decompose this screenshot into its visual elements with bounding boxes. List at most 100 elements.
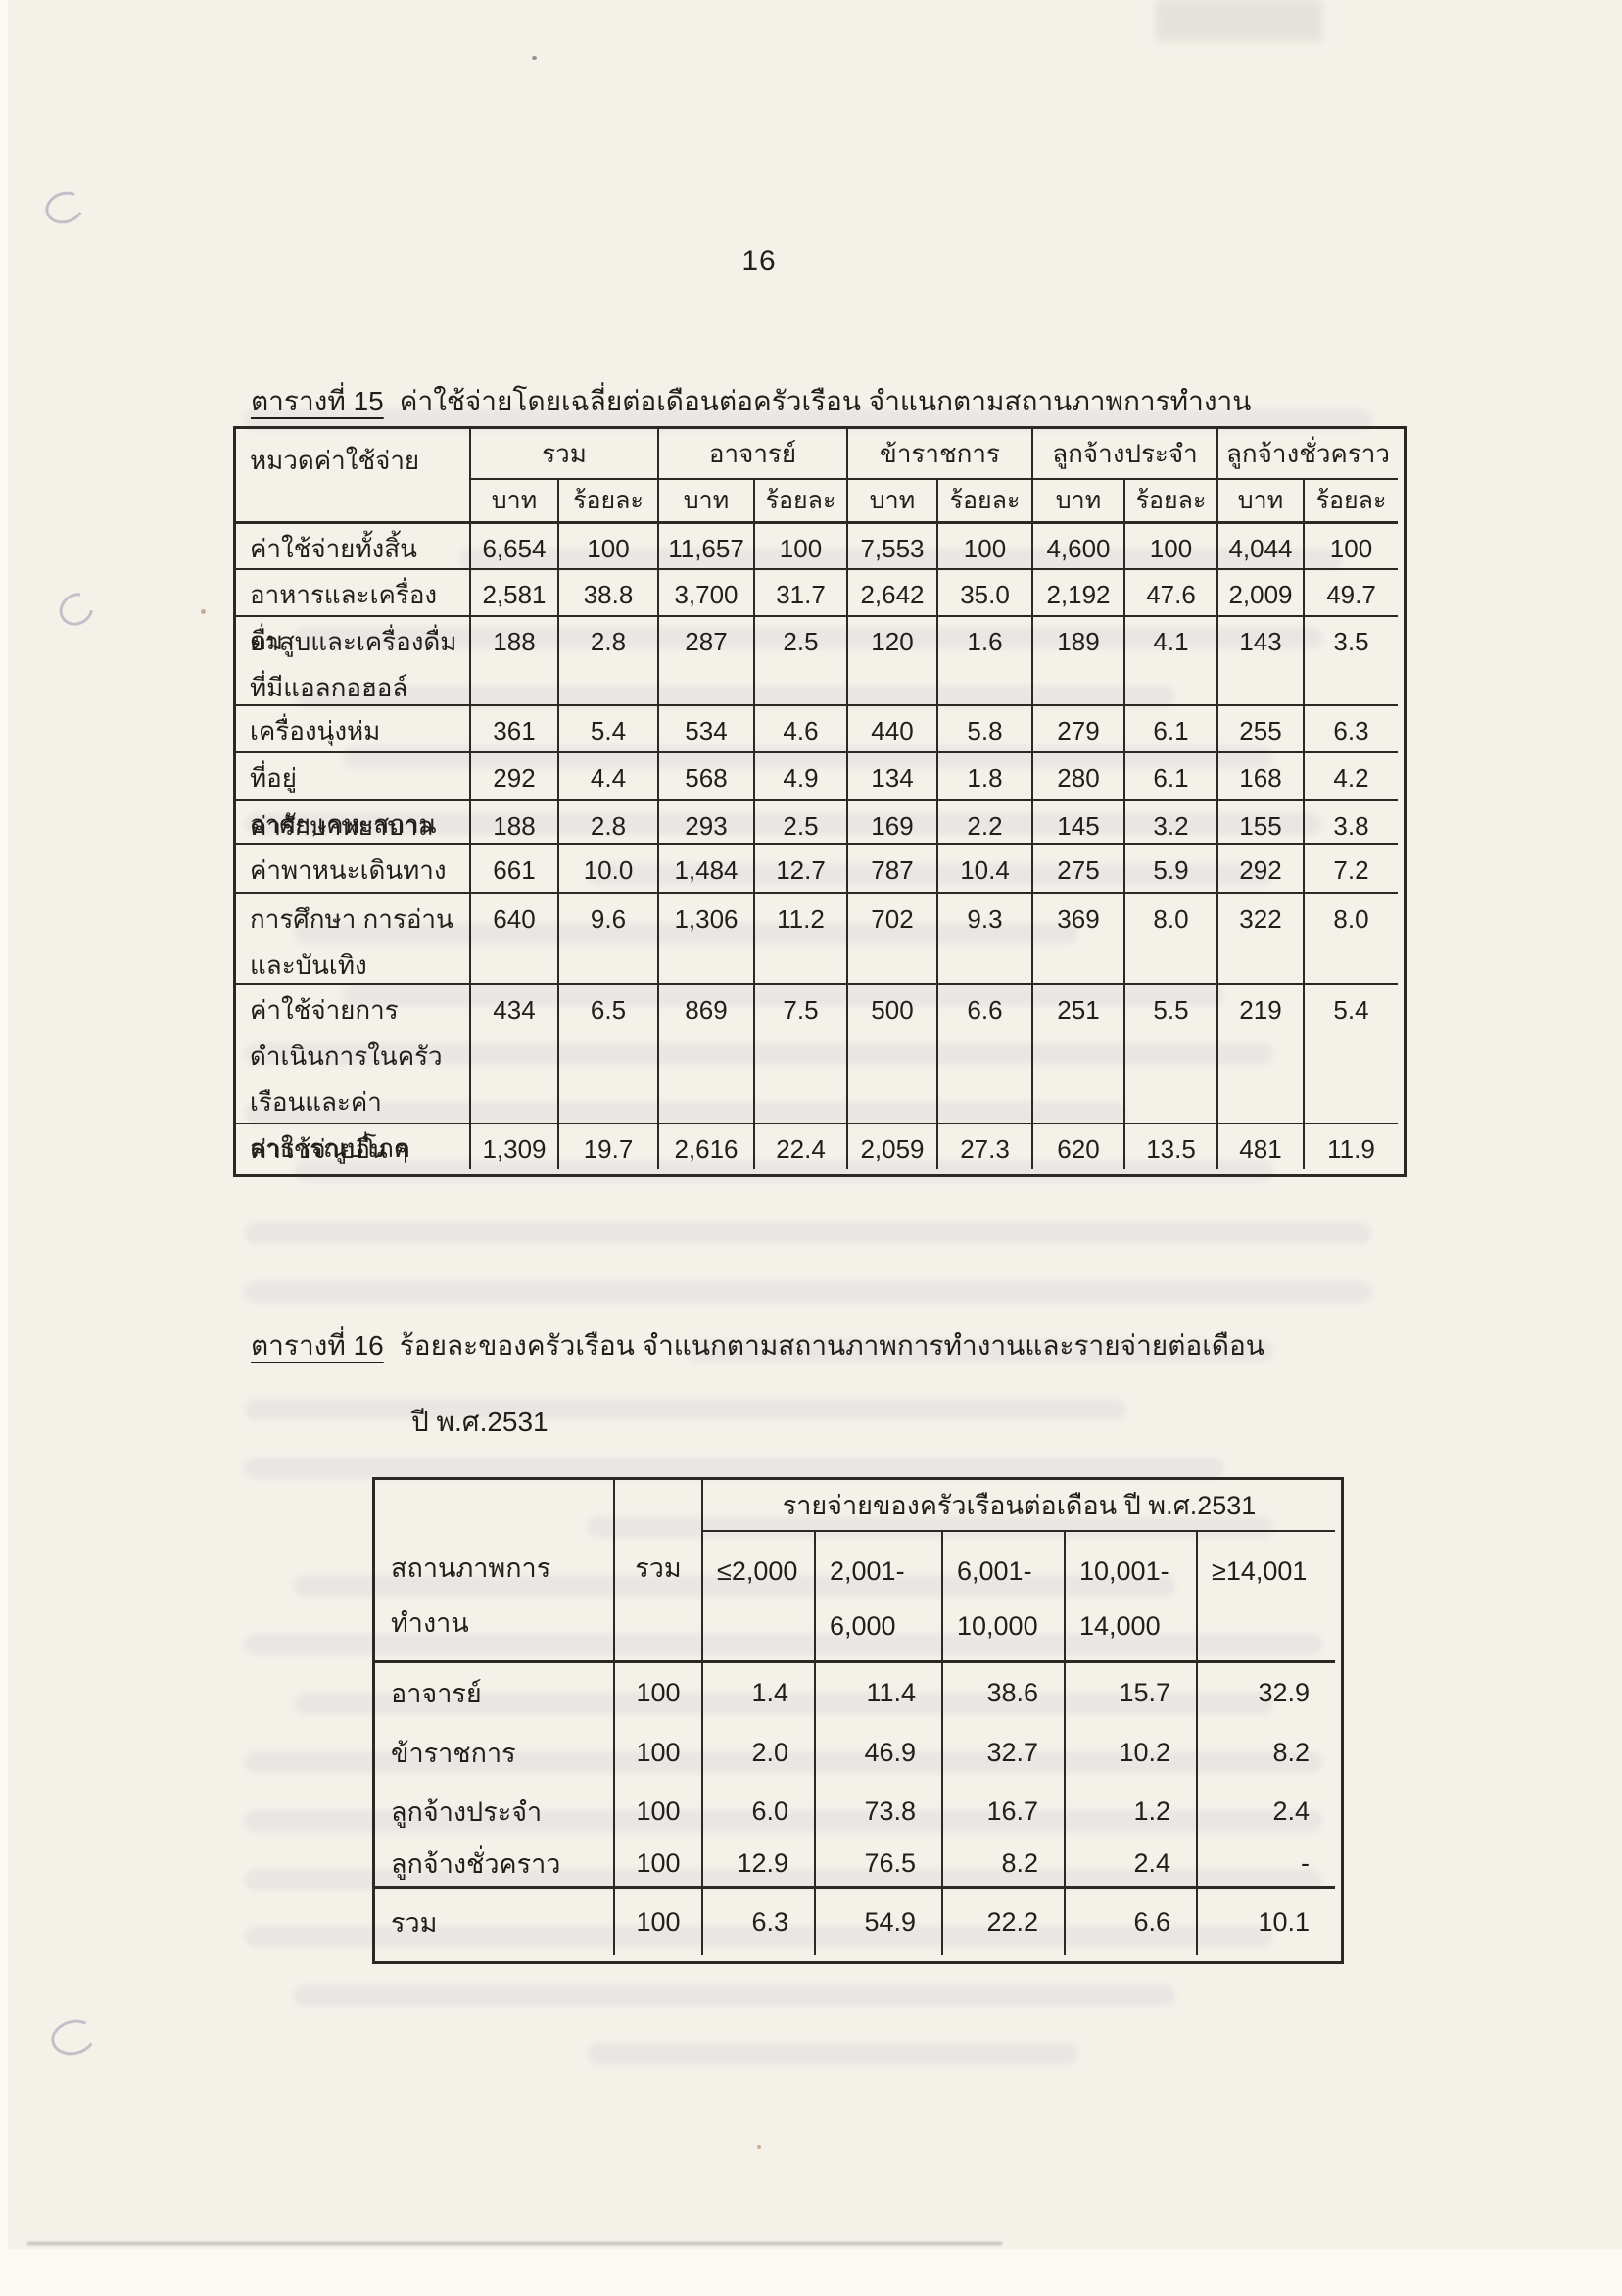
bleedthrough-smudge <box>294 686 1175 707</box>
table16-title-text: ร้อยละของครัวเรือน จำแนกตามสถานภาพการทำง… <box>399 1330 1264 1361</box>
table16-header-status: สถานภาพการ ทำงาน <box>375 1480 615 1663</box>
bleedthrough-smudge <box>245 813 1322 835</box>
value-cell: 4.1 <box>1125 617 1218 706</box>
table15-expenses-by-work-status: หมวดค่าใช้จ่าย รวม อาจารย์ ข้าราชการ ลูกจ้าง… <box>233 426 1407 1177</box>
table15-subheader-percent: ร้อยละ <box>938 480 1033 524</box>
value-cell: 7,553 <box>848 524 938 570</box>
value-cell: 2,059 <box>848 1124 938 1169</box>
value-cell: 481 <box>1218 1124 1305 1169</box>
bleedthrough-smudge <box>588 864 1273 885</box>
bleedthrough-smudge <box>294 1693 1273 1714</box>
value-cell: 1,484 <box>659 845 755 894</box>
value-cell: 100 <box>755 524 848 570</box>
value-cell: 3.2 <box>1125 801 1218 845</box>
status-category-cell: อาจารย์ <box>375 1663 615 1723</box>
pencil-mark <box>47 2014 100 2061</box>
value-cell: 3,700 <box>659 570 755 617</box>
value-cell: 1,309 <box>471 1124 559 1169</box>
expense-category-cell: อาหารและเครื่องดื่ม <box>236 570 471 655</box>
table15-group-header: ข้าราชการ <box>848 429 1033 480</box>
value-cell: 145 <box>1033 801 1125 845</box>
table16-header-status-line2: ทำงาน <box>391 1608 469 1638</box>
value-cell: 2,642 <box>848 570 938 617</box>
value-cell: 3.5 <box>1305 617 1398 706</box>
value-cell: 2.2 <box>938 801 1033 845</box>
value-cell: 2.4 <box>1066 1841 1198 1889</box>
value-cell: 5.5 <box>1125 985 1218 1124</box>
value-cell: 6.5 <box>559 985 659 1124</box>
bleedthrough-smudge <box>245 1634 1322 1655</box>
value-cell: 2.8 <box>559 617 659 706</box>
value-cell: 143 <box>1218 617 1305 706</box>
value-cell: 155 <box>1218 801 1305 845</box>
value-cell: 11.2 <box>755 894 848 985</box>
value-cell: 6.3 <box>703 1889 816 1955</box>
value-cell: 1,306 <box>659 894 755 985</box>
table15-group-header: ลูกจ้างชั่วคราว <box>1218 429 1398 480</box>
value-cell: 189 <box>1033 617 1125 706</box>
scan-edge-line <box>27 2242 1002 2245</box>
table16-title-label: ตารางที่ 16 <box>251 1330 384 1361</box>
value-cell: 7.2 <box>1305 845 1398 894</box>
value-cell: 6.1 <box>1125 753 1218 801</box>
bleedthrough-smudge <box>245 1281 1371 1303</box>
value-cell: 322 <box>1218 894 1305 985</box>
value-cell: 76.5 <box>816 1841 943 1889</box>
value-cell: 661 <box>471 845 559 894</box>
value-cell: 1.4 <box>703 1663 816 1723</box>
value-cell: 6,654 <box>471 524 559 570</box>
value-cell: 12.7 <box>755 845 848 894</box>
value-cell: 5.8 <box>938 706 1033 753</box>
table16-household-percent-by-expense: สถานภาพการ ทำงาน รวม รายจ่ายของครัวเรือนต่อ… <box>372 1477 1344 1964</box>
status-category-cell: รวม <box>375 1889 615 1955</box>
value-cell: 2,616 <box>659 1124 755 1169</box>
value-cell: 134 <box>848 753 938 801</box>
value-cell: 292 <box>1218 845 1305 894</box>
range-line2 <box>717 1599 814 1653</box>
table15-subheader-baht: บาท <box>1218 480 1305 524</box>
value-cell: 568 <box>659 753 755 801</box>
value-cell: 100 <box>615 1782 703 1841</box>
expense-category-cell: ค่าใช้จ่ายทั้งสิ้น <box>236 524 471 570</box>
value-cell: 292 <box>471 753 559 801</box>
range-line1: 2,001- <box>830 1556 905 1586</box>
pencil-mark <box>41 186 88 229</box>
table15-group-header: อาจารย์ <box>659 429 848 480</box>
bleedthrough-smudge <box>245 1869 1322 1890</box>
value-cell: 2,009 <box>1218 570 1305 617</box>
table15-subheader-percent: ร้อยละ <box>755 480 848 524</box>
table16-header-total: รวม <box>615 1480 703 1663</box>
value-cell: 100 <box>1305 524 1398 570</box>
table15-group-header: ลูกจ้างประจำ <box>1033 429 1218 480</box>
value-cell: 7.5 <box>755 985 848 1124</box>
value-cell: 10.4 <box>938 845 1033 894</box>
value-cell: 702 <box>848 894 938 985</box>
value-cell: 2,581 <box>471 570 559 617</box>
range-line2: 14,000 <box>1079 1611 1161 1641</box>
value-cell: 255 <box>1218 706 1305 753</box>
value-cell: 100 <box>559 524 659 570</box>
value-cell: 5.4 <box>559 706 659 753</box>
value-cell: 31.7 <box>755 570 848 617</box>
bleedthrough-smudge <box>245 409 1371 431</box>
value-cell: 16.7 <box>943 1782 1066 1841</box>
range-line2: 10,000 <box>957 1611 1038 1641</box>
range-line2 <box>1212 1599 1335 1653</box>
table15-subheader-percent: ร้อยละ <box>1305 480 1398 524</box>
expense-range-header: ≥14,001 <box>1198 1532 1335 1663</box>
value-cell: 8.2 <box>1272 1737 1310 1767</box>
value-cell: 2.8 <box>559 801 659 845</box>
table15-group-header: รวม <box>471 429 659 480</box>
value-cell: 19.7 <box>559 1124 659 1169</box>
value-cell: 4,600 <box>1033 524 1125 570</box>
value-cell: 4.6 <box>755 706 848 753</box>
bleedthrough-smudge <box>294 1985 1175 2006</box>
bleedthrough-smudge <box>245 1926 1273 1947</box>
expense-category-cell: ค่ารักษาพยาบาล <box>236 801 471 845</box>
value-cell: 869 <box>659 985 755 1124</box>
scan-artifact <box>201 609 206 614</box>
value-cell: 369 <box>1033 894 1125 985</box>
page-number: 16 <box>741 245 777 277</box>
value-cell: 6.0 <box>703 1782 816 1841</box>
